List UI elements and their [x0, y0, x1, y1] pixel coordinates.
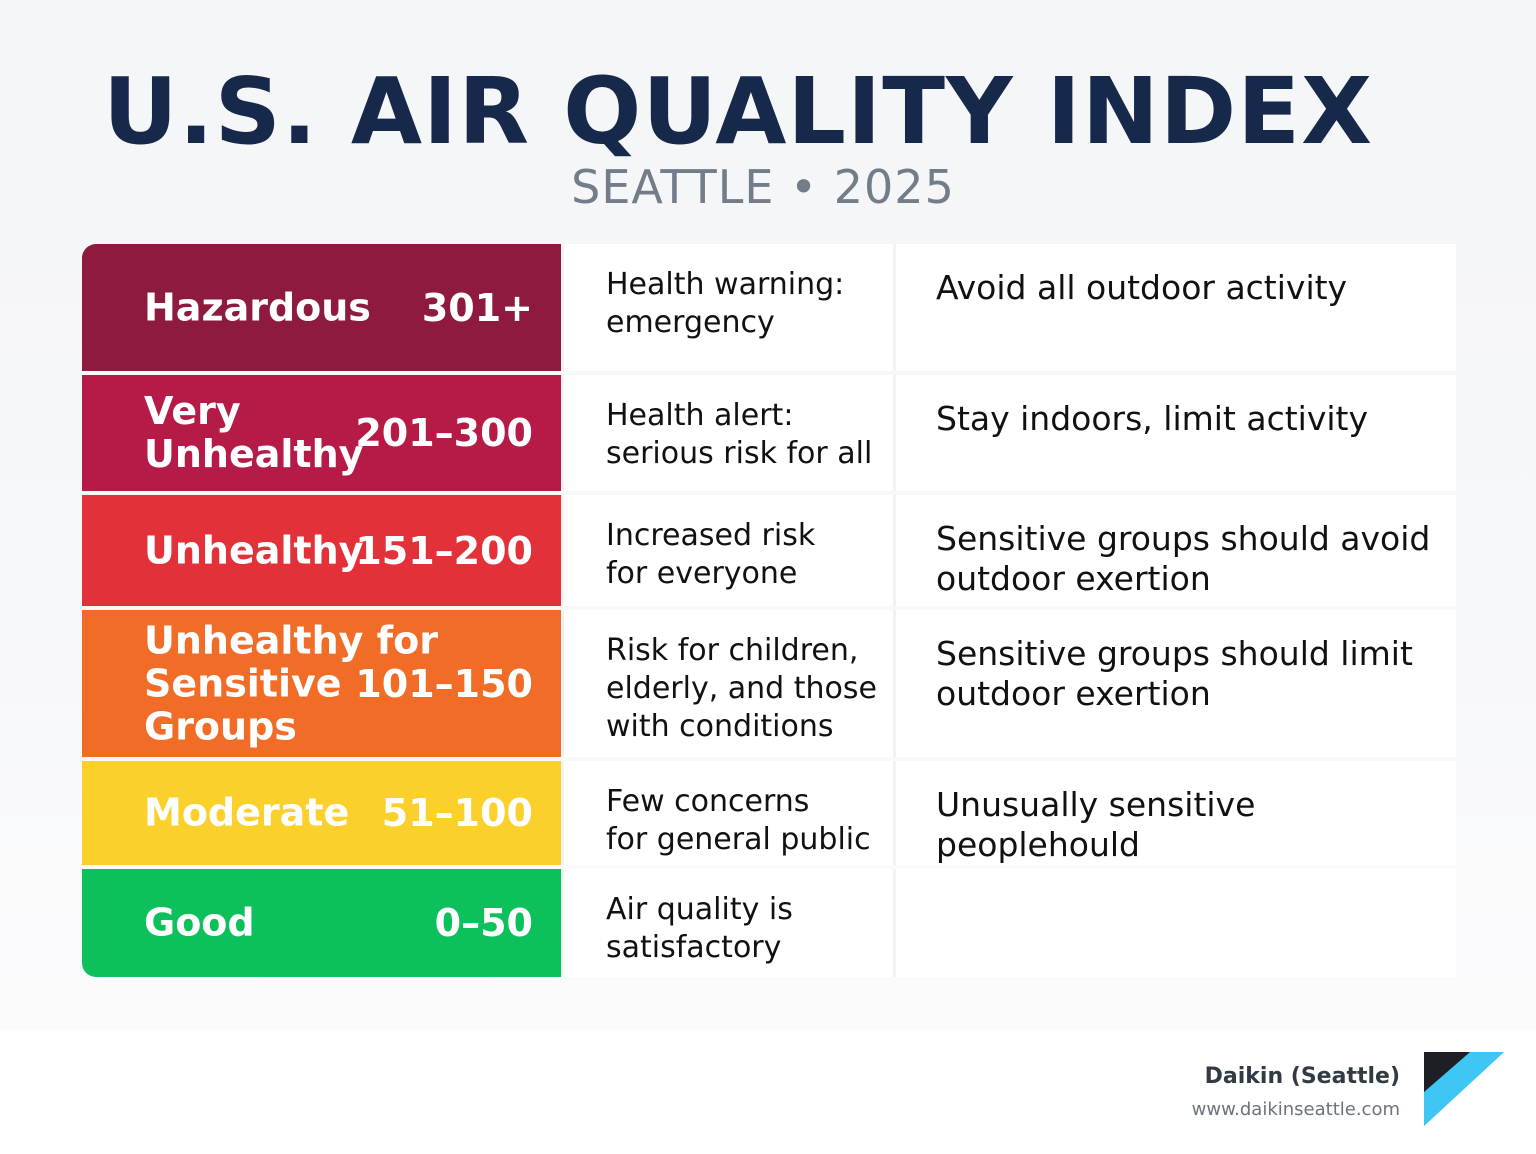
level-cell: Moderate 51–100 [82, 761, 561, 865]
level-cell: Unhealthy 151–200 [82, 495, 561, 606]
level-range: 0–50 [434, 901, 533, 945]
level-range: 151–200 [355, 528, 533, 573]
recommended-action: Sensitive groups should limit outdoor ex… [893, 610, 1456, 757]
footer-url: www.daikinseattle.com [1191, 1099, 1400, 1120]
page-subtitle: SEATTLE • 2025 [571, 160, 955, 214]
level-range: 51–100 [381, 791, 533, 835]
level-name: Moderate [144, 790, 350, 835]
daikin-logo-icon [1424, 1052, 1504, 1126]
recommended-action: Unusually sensitive peoplehould consider… [893, 761, 1456, 904]
health-meaning: Health alert: serious risk for all [561, 375, 893, 491]
aqi-row-moderate: Moderate 51–100 Few concerns for general… [82, 761, 1456, 904]
health-meaning: Increased risk for everyone [561, 495, 893, 606]
level-range: 201–300 [355, 411, 533, 455]
health-meaning: Few concerns for general public [561, 761, 893, 865]
health-meaning: Air quality is satisfactory [561, 869, 893, 977]
health-meaning: Health warning: emergency [561, 244, 893, 371]
level-name: Unhealthy [144, 528, 364, 572]
aqi-row-unhealthy-sensitive: Unhealthy for Sensitive Groups 101–150 R… [82, 610, 1456, 757]
level-cell: Very Unhealthy 201–300 [82, 375, 561, 491]
recommended-action: Sensitive groups should avoid outdoor ex… [893, 495, 1456, 606]
level-cell: Unhealthy for Sensitive Groups 101–150 [82, 610, 561, 757]
level-name: Hazardous [144, 285, 371, 329]
level-name: Very Unhealthy [144, 389, 364, 476]
level-range: 301+ [421, 285, 533, 330]
recommended-action: Stay indoors, limit activity [893, 375, 1456, 491]
health-meaning: Risk for children, elderly, and those wi… [561, 610, 893, 757]
level-range: 101–150 [355, 661, 533, 706]
level-cell: Hazardous 301+ [82, 244, 561, 371]
footer-brand: Daikin (Seattle) [1204, 1064, 1400, 1089]
recommended-action [893, 869, 1456, 977]
aqi-row-unhealthy: Unhealthy 151–200 Increased risk for eve… [82, 495, 1456, 606]
aqi-row-hazardous: Hazardous 301+ Health warning: emergency… [82, 244, 1456, 371]
aqi-row-good: Good 0–50 Air quality is satisfactory [82, 869, 1456, 977]
level-cell: Good 0–50 [82, 869, 561, 977]
page-title: U.S. AIR QUALITY INDEX [102, 58, 1374, 165]
aqi-row-very-unhealthy: Very Unhealthy 201–300 Health alert: ser… [82, 375, 1456, 491]
recommended-action: Avoid all outdoor activity [893, 244, 1456, 371]
level-name: Good [144, 900, 255, 945]
level-name: Unhealthy for Sensitive Groups [144, 618, 438, 748]
